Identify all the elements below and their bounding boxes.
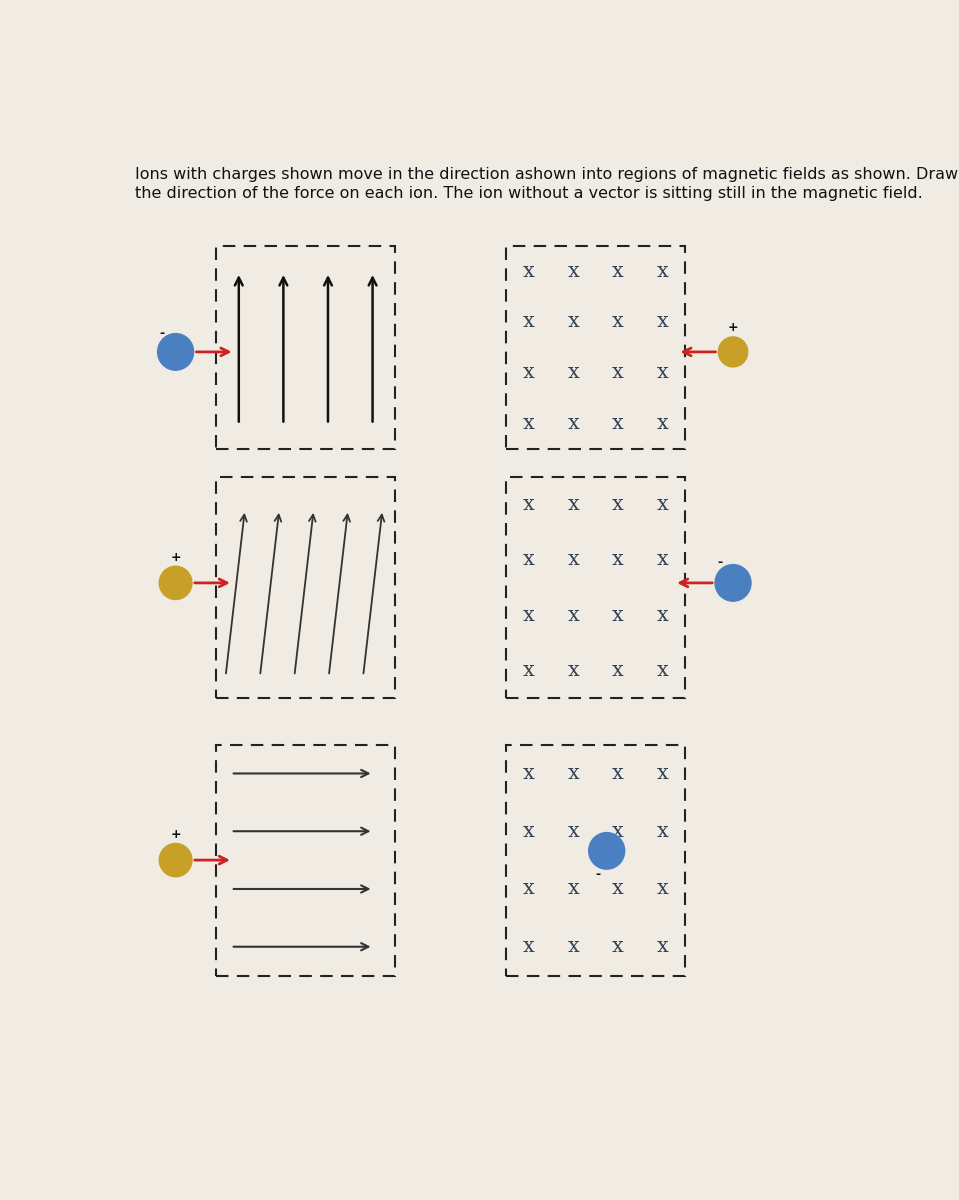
Text: -: - <box>717 556 722 569</box>
Text: x: x <box>612 494 623 514</box>
Text: Ions with charges shown move in the direction ashown into regions of magnetic fi: Ions with charges shown move in the dire… <box>134 167 958 182</box>
Bar <box>217 246 395 449</box>
Text: x: x <box>568 551 579 569</box>
Text: x: x <box>657 880 668 899</box>
Ellipse shape <box>157 334 194 370</box>
Text: x: x <box>523 414 534 433</box>
Text: x: x <box>568 661 579 680</box>
Text: x: x <box>612 937 623 956</box>
Text: +: + <box>171 551 181 564</box>
Text: -: - <box>596 869 600 881</box>
Text: +: + <box>171 828 181 841</box>
Text: x: x <box>657 606 668 625</box>
Ellipse shape <box>715 565 751 601</box>
Text: x: x <box>523 494 534 514</box>
Text: x: x <box>568 937 579 956</box>
Text: x: x <box>523 880 534 899</box>
Bar <box>506 246 685 449</box>
Text: x: x <box>568 606 579 625</box>
Text: x: x <box>612 262 623 281</box>
Bar <box>506 476 685 698</box>
Text: x: x <box>523 661 534 680</box>
Text: x: x <box>657 494 668 514</box>
Text: x: x <box>568 262 579 281</box>
Text: x: x <box>523 364 534 382</box>
Bar <box>506 744 685 976</box>
Text: x: x <box>523 822 534 841</box>
Ellipse shape <box>718 337 748 367</box>
Text: x: x <box>523 764 534 782</box>
Text: x: x <box>568 494 579 514</box>
Text: x: x <box>612 364 623 382</box>
Text: x: x <box>523 606 534 625</box>
Ellipse shape <box>159 844 192 877</box>
Text: x: x <box>523 312 534 331</box>
Text: x: x <box>657 364 668 382</box>
Text: x: x <box>657 764 668 782</box>
Text: x: x <box>568 822 579 841</box>
Text: +: + <box>728 322 738 335</box>
Ellipse shape <box>589 833 624 869</box>
Text: x: x <box>612 312 623 331</box>
Text: x: x <box>523 937 534 956</box>
Text: x: x <box>612 661 623 680</box>
Text: x: x <box>523 551 534 569</box>
Text: x: x <box>612 606 623 625</box>
Text: x: x <box>612 414 623 433</box>
Text: x: x <box>657 312 668 331</box>
Text: x: x <box>657 661 668 680</box>
Text: x: x <box>657 822 668 841</box>
Bar <box>217 476 395 698</box>
Text: x: x <box>568 312 579 331</box>
Text: x: x <box>612 764 623 782</box>
Text: x: x <box>612 880 623 899</box>
Text: x: x <box>657 414 668 433</box>
Text: the direction of the force on each ion. The ion without a vector is sitting stil: the direction of the force on each ion. … <box>134 186 923 200</box>
Text: x: x <box>568 364 579 382</box>
Text: x: x <box>568 764 579 782</box>
Text: -: - <box>160 326 165 340</box>
Text: x: x <box>657 262 668 281</box>
Text: x: x <box>568 880 579 899</box>
Text: x: x <box>523 262 534 281</box>
Text: x: x <box>612 822 623 841</box>
Text: x: x <box>568 414 579 433</box>
Ellipse shape <box>159 566 192 600</box>
Text: x: x <box>657 937 668 956</box>
Text: x: x <box>657 551 668 569</box>
Bar <box>217 744 395 976</box>
Text: x: x <box>612 551 623 569</box>
